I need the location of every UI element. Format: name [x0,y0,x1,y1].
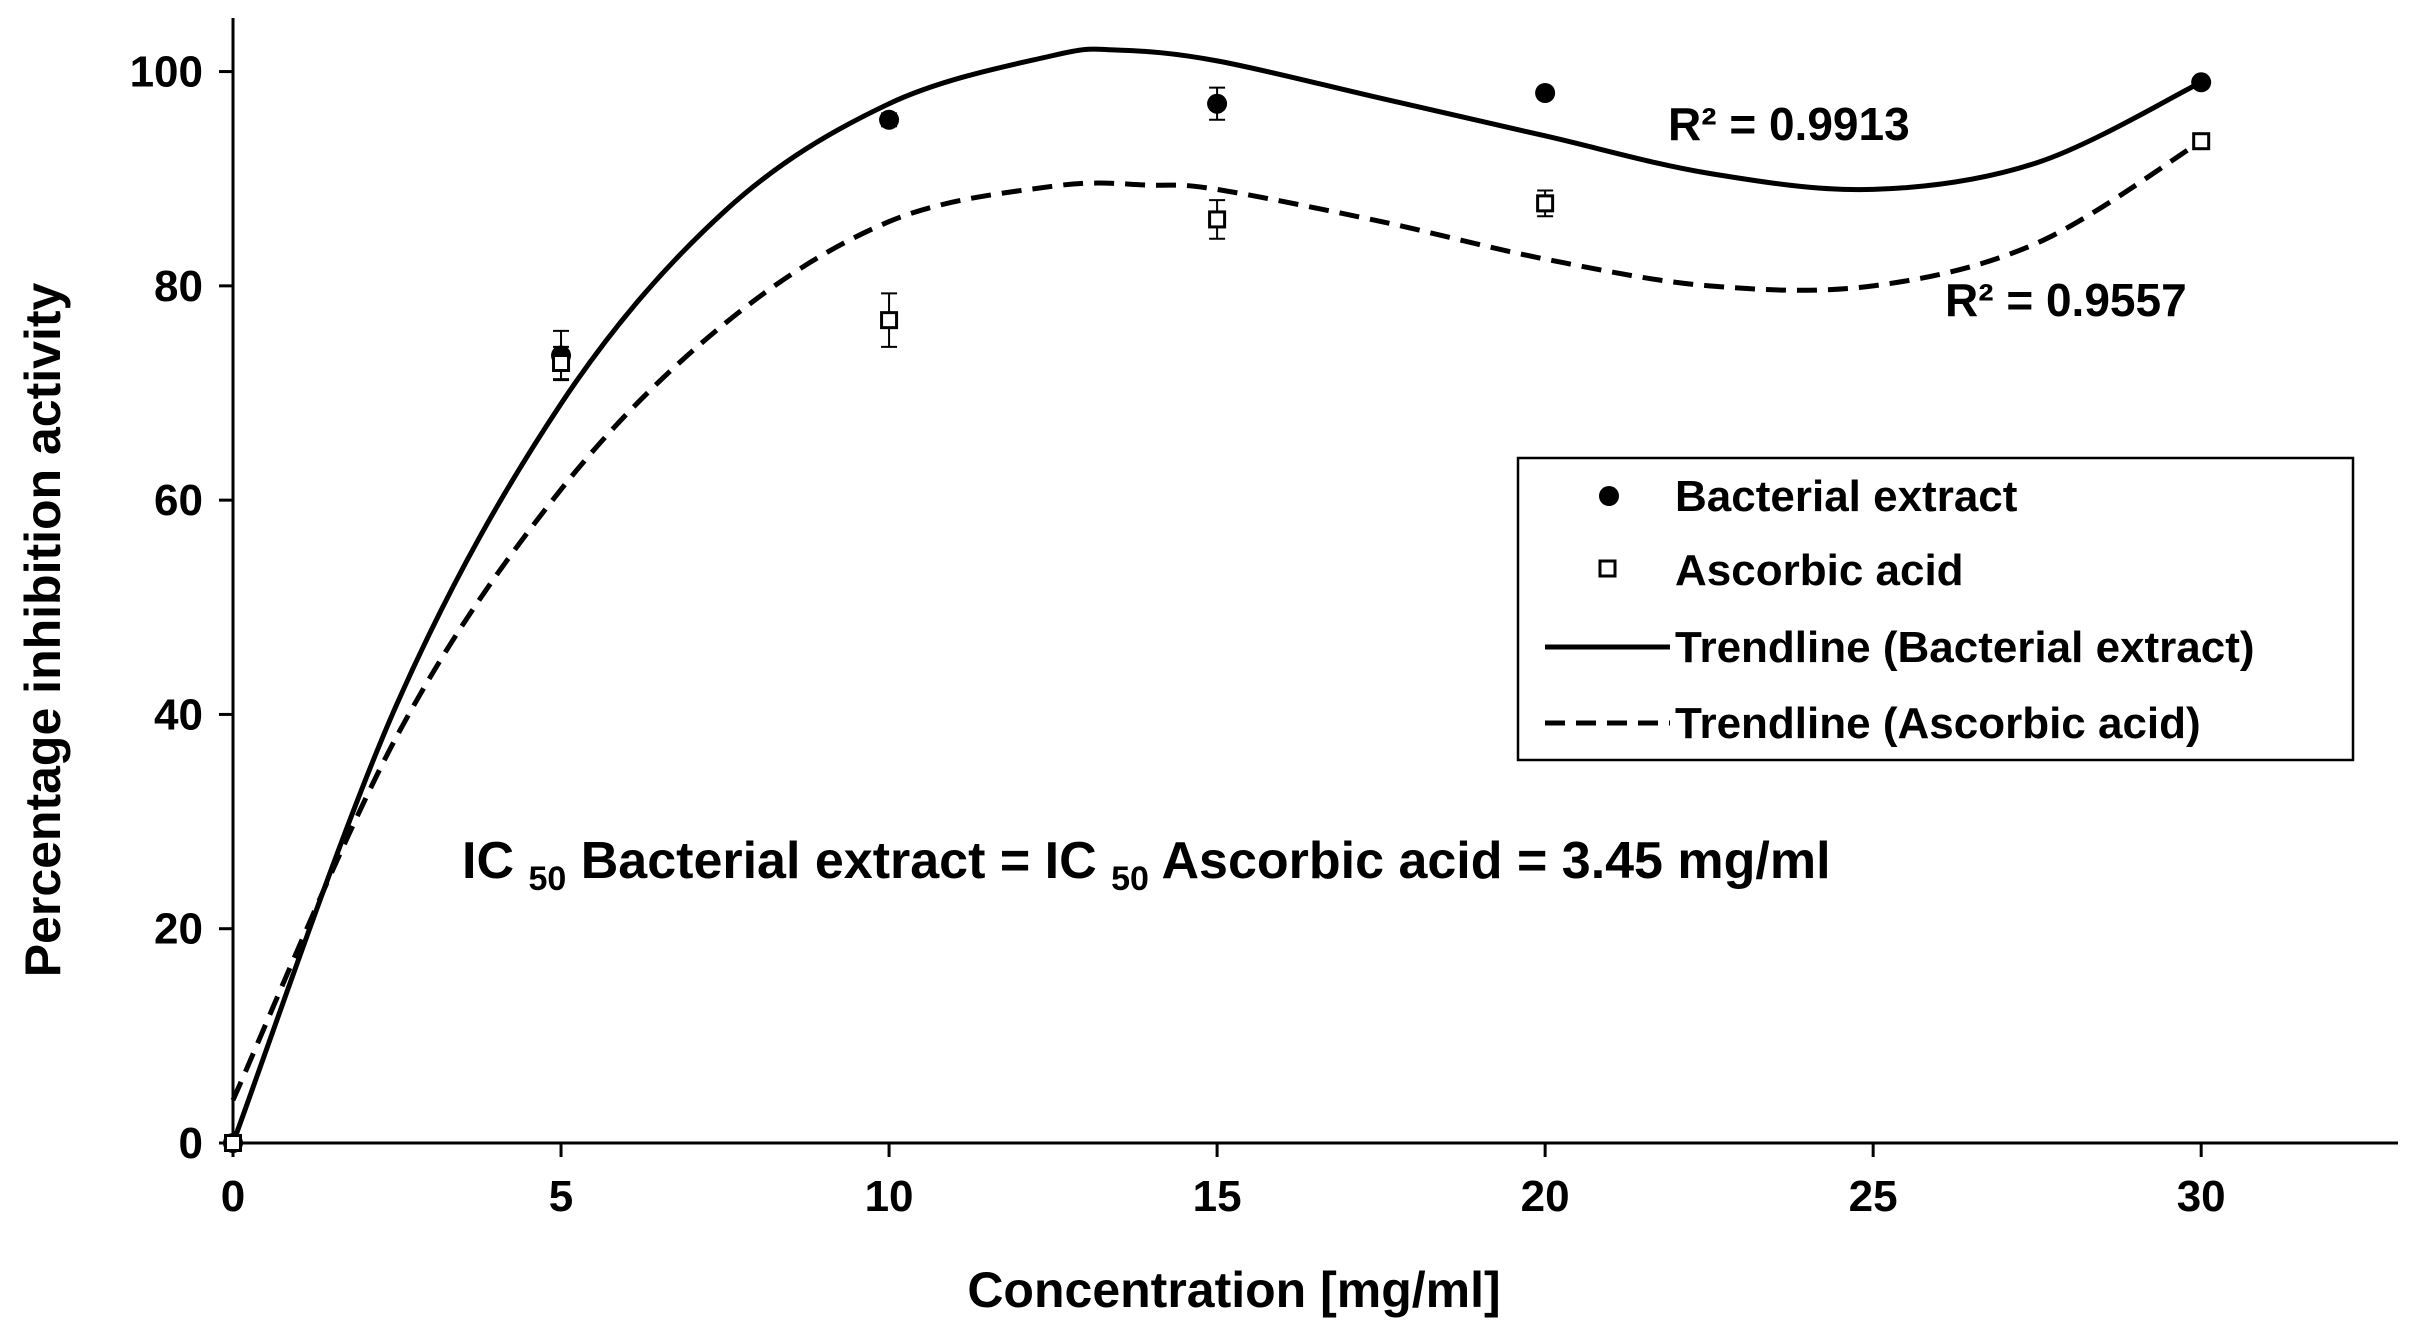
point-bacterial [879,109,900,130]
legend-label-bacterial: Bacterial extract [1675,472,2018,521]
r2-label-bacterial: R² = 0.9913 [1668,98,1910,150]
x-axis-label: Concentration [mg/ml] [967,1262,1500,1318]
legend-marker-bacterial [1599,486,1619,506]
point-ascorbic [880,311,899,330]
legend-box [1516,456,2355,762]
point-ascorbic [224,1134,242,1152]
legend-label-ascorbic: Ascorbic acid [1675,546,1964,595]
ic50-annotation: IC 50 Bacterial extract = IC 50 Ascorbic… [462,832,1831,902]
legend-label-bacterial-trend: Trendline (Bacterial extract) [1675,623,2255,672]
point-ascorbic [552,354,571,372]
point-ascorbic [2192,132,2211,151]
legend-label-ascorbic-trend: Trendline (Ascorbic acid) [1675,699,2201,748]
ic50-part-1: IC [462,832,514,890]
y-tick-label: 100 [130,48,203,97]
ic50-part-3: Ascorbic acid = 3.45 mg/ml [1161,832,1830,890]
trendlines [230,46,2203,1144]
y-tick-label: 0 [179,1119,203,1168]
ic50-subscript-1: 50 [528,860,566,898]
r2-label-ascorbic: R² = 0.9557 [1945,274,2187,326]
point-ascorbic [1536,194,1555,213]
data-points [223,72,2212,1153]
ic50-subscript-2: 50 [1111,860,1149,898]
y-tick-label: 40 [154,690,203,739]
axes [219,18,2398,1157]
x-tick-label: 0 [221,1172,245,1221]
point-bacterial [2191,72,2212,93]
x-tick-label: 25 [1849,1172,1898,1221]
y-axis-label: Percentage inhibition activity [15,283,71,978]
trendline-bacterial [230,46,2203,1144]
tick-labels: 0 5 10 15 20 25 30 0 20 40 60 80 100 [130,48,2226,1221]
x-tick-label: 20 [1521,1172,1570,1221]
legend: Bacterial extract Ascorbic acid Trendlin… [1516,456,2355,762]
x-tick-label: 15 [1193,1172,1242,1221]
x-tick-label: 5 [549,1172,573,1221]
trendline-ascorbic [230,139,2203,1102]
point-bacterial [1535,83,1556,103]
y-tick-label: 60 [154,476,203,525]
ic50-part-2: Bacterial extract = IC [581,832,1097,890]
point-bacterial [1207,93,1228,114]
x-tick-label: 10 [865,1172,914,1221]
point-ascorbic [1208,210,1227,229]
x-tick-label: 30 [2177,1172,2226,1221]
legend-marker-ascorbic [1598,559,1617,578]
y-tick-label: 80 [154,262,203,311]
y-tick-label: 20 [154,905,203,954]
